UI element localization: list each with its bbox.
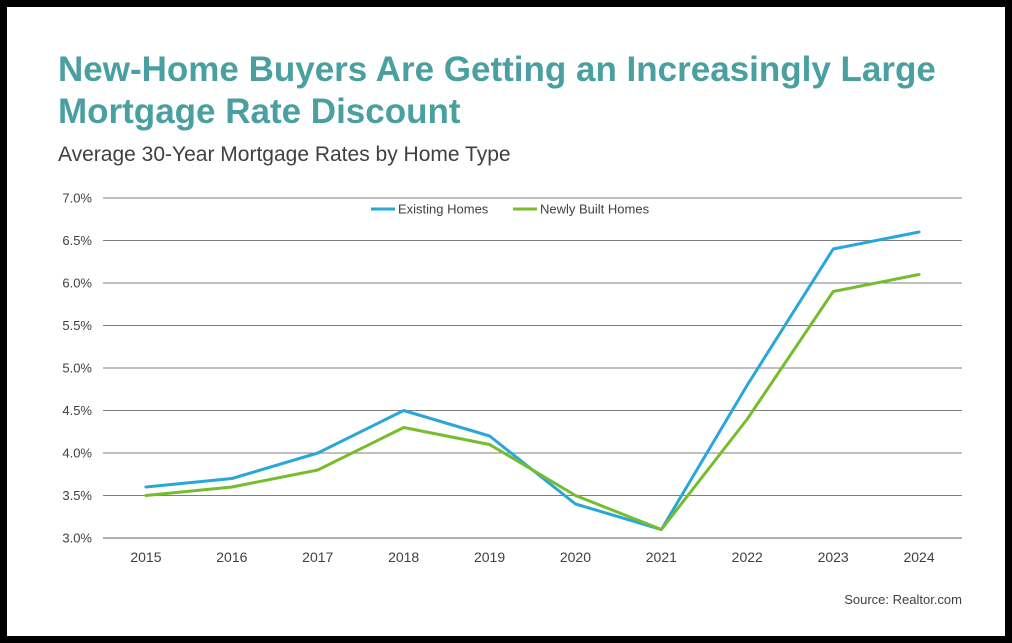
legend-label-newly-built-homes: Newly Built Homes — [540, 202, 650, 217]
y-tick-label: 3.5% — [62, 488, 92, 503]
series-line-newly-built-homes — [144, 273, 921, 531]
x-tick-label: 2024 — [903, 549, 934, 565]
x-tick-label: 2019 — [474, 549, 505, 565]
y-tick-label: 4.0% — [62, 446, 92, 461]
y-tick-label: 4.5% — [62, 403, 92, 418]
chart-title: New-Home Buyers Are Getting an Increasin… — [58, 50, 936, 131]
y-tick-label: 5.5% — [62, 318, 92, 333]
x-tick-label: 2018 — [388, 549, 419, 565]
chart-subtitle: Average 30-Year Mortgage Rates by Home T… — [58, 143, 511, 166]
source-note: Source: Realtor.com — [844, 592, 962, 607]
y-tick-label: 7.0% — [62, 191, 92, 206]
x-tick-label: 2016 — [216, 549, 247, 565]
x-tick-label: 2020 — [560, 549, 591, 565]
y-tick-label: 3.0% — [62, 531, 92, 546]
series-line-existing-homes — [144, 230, 921, 531]
x-tick-label: 2021 — [646, 549, 677, 565]
x-tick-label: 2017 — [302, 549, 333, 565]
x-tick-label: 2023 — [818, 549, 849, 565]
x-tick-label: 2022 — [732, 549, 763, 565]
y-tick-label: 6.0% — [62, 276, 92, 291]
x-tick-label: 2015 — [130, 549, 161, 565]
y-tick-label: 6.5% — [62, 233, 92, 248]
y-tick-label: 5.0% — [62, 361, 92, 376]
legend-label-existing-homes: Existing Homes — [398, 202, 489, 217]
chart-card: New-Home Buyers Are Getting an Increasin… — [7, 7, 1005, 636]
